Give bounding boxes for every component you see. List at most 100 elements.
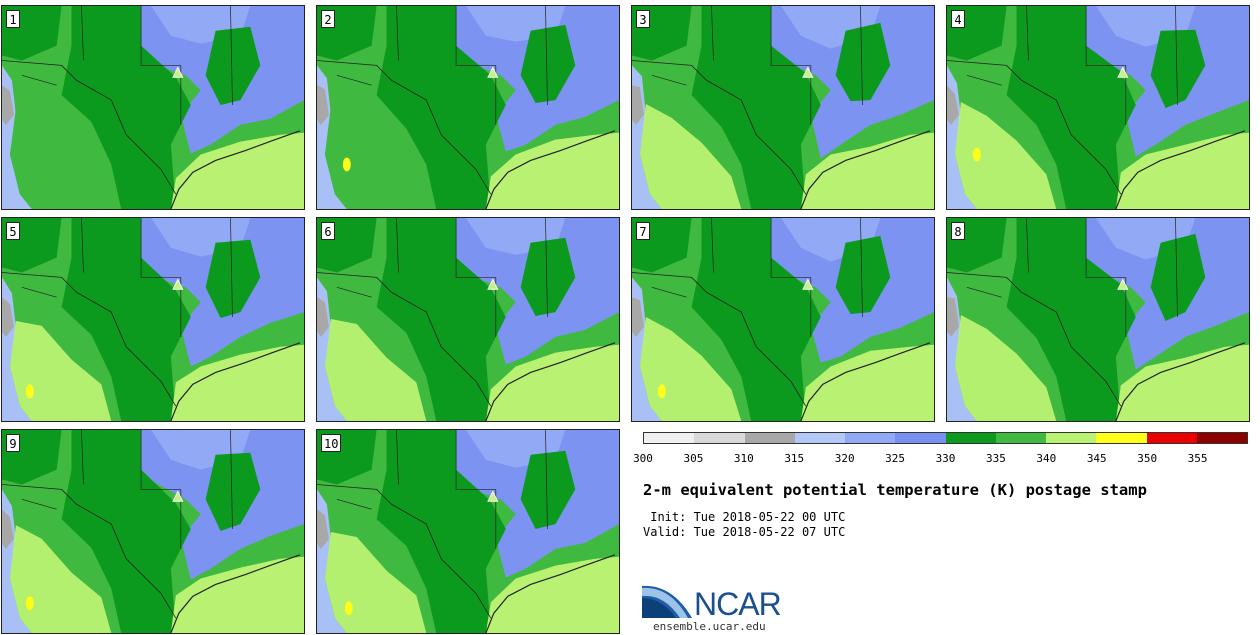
map-region bbox=[1115, 132, 1249, 209]
map-region bbox=[376, 430, 506, 633]
colorbar-swatch bbox=[895, 433, 946, 443]
map-region bbox=[205, 452, 261, 532]
member-map-panel: 1 bbox=[1, 5, 305, 210]
map-region bbox=[324, 319, 427, 421]
map-region bbox=[1115, 342, 1246, 421]
terrain-marker bbox=[487, 490, 499, 502]
map-region bbox=[657, 384, 666, 399]
colorbar-tick-label: 355 bbox=[1187, 452, 1208, 465]
logo-wordmark: NCAR bbox=[694, 586, 781, 620]
member-number-label: 9 bbox=[6, 434, 20, 452]
map-region bbox=[1006, 6, 1136, 209]
map-region bbox=[317, 297, 329, 337]
map-region bbox=[1150, 29, 1206, 108]
terrain-marker bbox=[172, 490, 184, 502]
member-number-label: 3 bbox=[636, 10, 650, 28]
map-region bbox=[954, 102, 1057, 209]
map-region bbox=[21, 6, 233, 125]
map-region bbox=[2, 272, 177, 407]
member-map-panel: 4 bbox=[946, 5, 1250, 210]
map-region bbox=[376, 218, 506, 421]
map-region bbox=[691, 218, 821, 421]
map-region bbox=[336, 6, 548, 125]
map-region bbox=[954, 315, 1057, 421]
map-region bbox=[632, 85, 644, 125]
colorbar-swatch bbox=[1046, 433, 1097, 443]
terrain-marker bbox=[802, 66, 814, 78]
map-region bbox=[651, 6, 863, 125]
map-region bbox=[947, 297, 959, 337]
colorbar bbox=[643, 432, 1248, 444]
map-region bbox=[61, 430, 191, 633]
map-region bbox=[9, 525, 112, 633]
terrain-marker bbox=[802, 278, 814, 290]
colorbar-tick-label: 350 bbox=[1137, 452, 1158, 465]
map-region bbox=[947, 272, 1122, 407]
map-region bbox=[966, 6, 1178, 125]
map-region bbox=[9, 320, 112, 421]
plot-title: 2-m equivalent potential temperature (K)… bbox=[643, 481, 1147, 499]
map-region bbox=[520, 24, 576, 104]
member-number-label: 2 bbox=[321, 10, 335, 28]
member-number-label: 4 bbox=[951, 10, 965, 28]
map-region bbox=[317, 272, 492, 407]
map-region bbox=[639, 104, 742, 209]
logo-url: ensemble.ucar.edu bbox=[653, 620, 766, 633]
terrain-marker bbox=[172, 66, 184, 78]
map-region bbox=[800, 130, 931, 209]
map-region bbox=[800, 132, 934, 209]
map-region bbox=[21, 218, 233, 337]
member-number-label: 10 bbox=[321, 434, 342, 452]
colorbar-tick-label: 335 bbox=[985, 452, 1006, 465]
map-region bbox=[966, 218, 1178, 337]
colorbar-tick-label: 325 bbox=[885, 452, 906, 465]
terrain-marker bbox=[487, 278, 499, 290]
member-map-panel: 8 bbox=[946, 217, 1250, 422]
map-region bbox=[835, 22, 891, 102]
member-map-panel: 5 bbox=[1, 217, 305, 422]
member-map-panel: 2 bbox=[316, 5, 620, 210]
map-region bbox=[336, 218, 548, 337]
map-region bbox=[376, 6, 506, 209]
map-region bbox=[800, 344, 934, 421]
terrain-marker bbox=[1117, 278, 1129, 290]
map-region bbox=[2, 509, 14, 549]
colorbar-swatch bbox=[744, 433, 795, 443]
map-region bbox=[520, 450, 576, 530]
terrain-marker bbox=[172, 278, 184, 290]
colorbar-swatch bbox=[794, 433, 845, 443]
map-region bbox=[947, 60, 1122, 195]
map-region bbox=[170, 132, 304, 209]
map-region bbox=[25, 384, 34, 399]
member-map-panel: 6 bbox=[316, 217, 620, 422]
map-region bbox=[317, 509, 329, 549]
map-region bbox=[2, 484, 177, 619]
colorbar-tick-label: 315 bbox=[784, 452, 805, 465]
map-region bbox=[205, 239, 261, 319]
map-region bbox=[2, 85, 14, 125]
map-region bbox=[691, 6, 821, 209]
map-region bbox=[485, 344, 619, 421]
member-number-label: 5 bbox=[6, 222, 20, 240]
map-region bbox=[1115, 130, 1246, 209]
map-region bbox=[25, 596, 34, 611]
map-region bbox=[1006, 218, 1136, 421]
member-map-panel: 7 bbox=[631, 217, 935, 422]
map-region bbox=[520, 237, 576, 317]
map-region bbox=[344, 601, 353, 616]
colorbar-swatch bbox=[845, 433, 896, 443]
map-region bbox=[1150, 233, 1206, 321]
colorbar-swatch bbox=[1146, 433, 1197, 443]
map-region bbox=[947, 85, 959, 125]
map-region bbox=[485, 132, 619, 209]
colorbar-swatch bbox=[995, 433, 1046, 443]
map-region bbox=[835, 235, 891, 315]
colorbar-tick-label: 310 bbox=[733, 452, 754, 465]
colorbar-tick-label: 320 bbox=[834, 452, 855, 465]
member-map-panel: 9 bbox=[1, 429, 305, 634]
map-region bbox=[170, 342, 301, 421]
terrain-marker bbox=[1117, 66, 1129, 78]
colorbar-tick-label: 300 bbox=[633, 452, 653, 465]
map-region bbox=[800, 342, 931, 421]
colorbar-swatch bbox=[1196, 433, 1247, 443]
